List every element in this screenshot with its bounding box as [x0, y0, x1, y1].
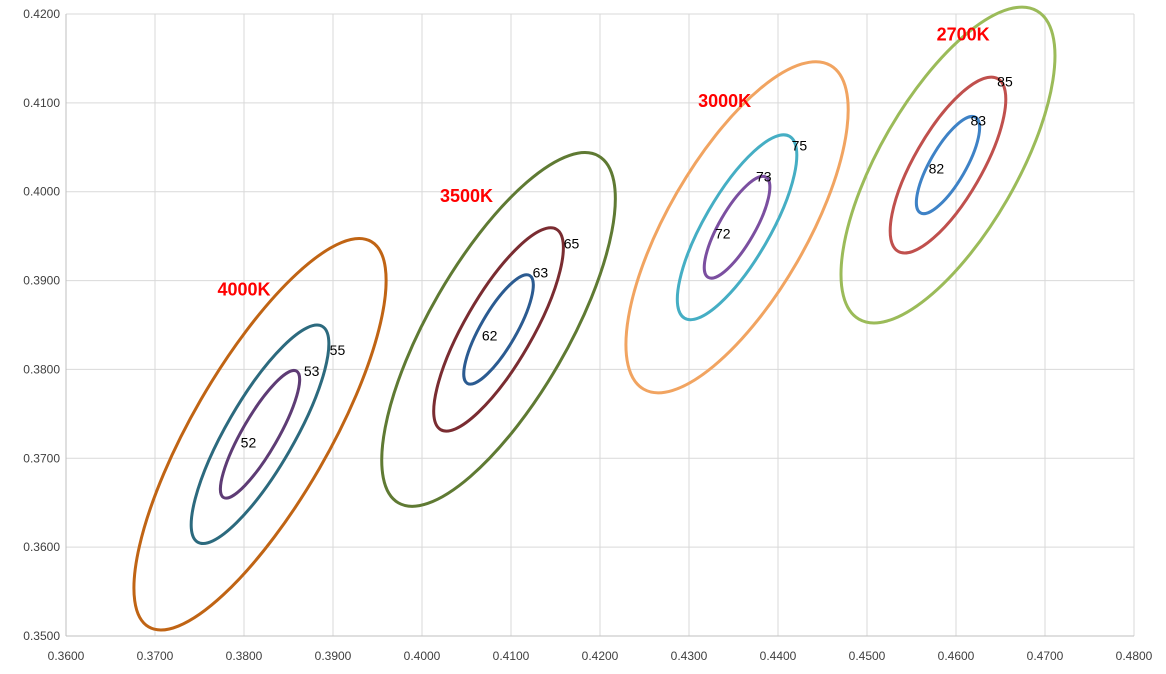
cct-label: 4000K [217, 279, 270, 299]
y-tick-label: 0.4100 [23, 96, 60, 110]
y-tick-label: 0.4000 [23, 185, 60, 199]
x-tick-label: 0.4500 [849, 649, 886, 663]
axes [65, 14, 1134, 637]
labels: 52 53 55 4000K 62 63 65 3500K 72 73 75 3000K 82 83 85 2… [217, 24, 1012, 450]
step-label: 65 [564, 235, 580, 251]
step-label: 62 [482, 328, 498, 344]
x-tick-label: 0.3600 [48, 649, 85, 663]
ellipse-step-55 [132, 237, 388, 632]
y-tick-label: 0.4200 [23, 7, 60, 21]
x-tick-label: 0.4300 [671, 649, 708, 663]
x-tick-label: 0.3900 [315, 649, 352, 663]
x-tick-label: 0.4800 [1116, 649, 1153, 663]
y-tick-label: 0.3600 [23, 540, 60, 554]
step-label: 53 [304, 363, 320, 379]
ellipse-step-75 [624, 60, 850, 395]
x-tick-label: 0.4400 [760, 649, 797, 663]
y-tick-label: 0.3800 [23, 362, 60, 376]
gridlines [66, 13, 1135, 636]
ellipse-step-65 [380, 151, 617, 508]
x-tick-label: 0.4200 [582, 649, 619, 663]
ellipse-step-83 [888, 75, 1008, 255]
x-tick-label: 0.4100 [493, 649, 530, 663]
ellipse-step-62 [462, 273, 535, 386]
cct-label: 3500K [440, 186, 493, 206]
ellipse-step-82 [914, 114, 982, 216]
cct-label: 3000K [698, 91, 751, 111]
x-tick-label: 0.3800 [226, 649, 263, 663]
ellipse-step-72 [702, 174, 772, 280]
y-tick-label: 0.3500 [23, 629, 60, 643]
step-label: 83 [970, 113, 986, 129]
ellipse-step-63 [432, 226, 565, 433]
x-tick-label: 0.3700 [137, 649, 174, 663]
ellipses [132, 5, 1057, 632]
step-label: 73 [756, 169, 772, 185]
tick-labels: 0.3600 0.3700 0.3800 0.3900 0.4000 0.4100 0.42… [23, 7, 1152, 663]
ellipse-step-53 [189, 323, 331, 546]
x-tick-label: 0.4700 [1027, 649, 1064, 663]
ellipse-step-73 [675, 133, 799, 322]
y-tick-label: 0.3900 [23, 274, 60, 288]
cct-label: 2700K [937, 24, 990, 44]
ellipse-step-52 [218, 368, 302, 500]
x-tick-label: 0.4600 [938, 649, 975, 663]
step-label: 82 [929, 161, 945, 177]
step-label: 85 [997, 74, 1013, 90]
step-label: 72 [715, 225, 731, 241]
step-label: 55 [330, 342, 346, 358]
step-label: 63 [533, 265, 549, 281]
step-label: 75 [792, 138, 808, 154]
ellipse-step-85 [839, 5, 1057, 325]
x-tick-label: 0.4000 [404, 649, 441, 663]
y-tick-label: 0.3700 [23, 451, 60, 465]
step-label: 52 [241, 434, 257, 450]
